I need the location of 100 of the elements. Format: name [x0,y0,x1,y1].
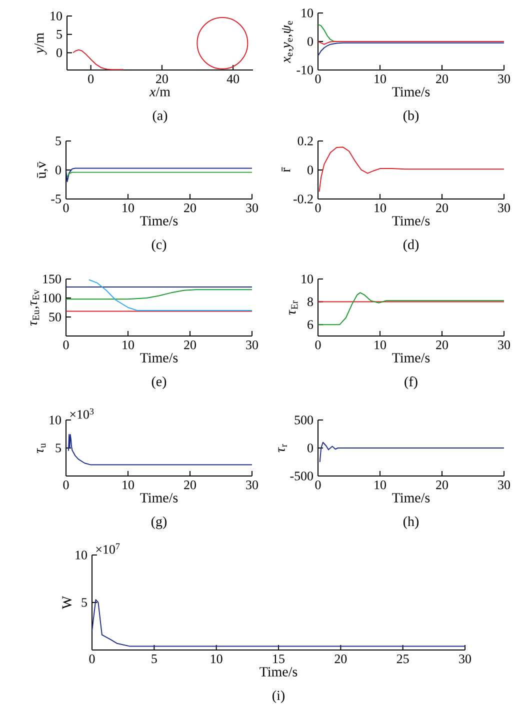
x-tick-label: 10 [122,480,134,490]
y-tick-label: 150 [43,274,61,284]
y-tick-label: 10 [50,416,61,424]
x-tick-label: 10 [374,204,386,212]
y-axis-title: τ$_{Eu}$,τ$_{Ev}$ [30,289,40,326]
x-tick-label: 25 [396,654,409,664]
x-axis-title: Time/s [140,493,178,502]
x-tick-label: 30 [246,340,258,350]
x-tick-label: 20 [184,340,196,350]
x-tick-label: 30 [246,480,258,490]
y-tick-label: 0.2 [298,136,313,146]
x-tick-label: 20 [436,340,448,350]
line-series [92,599,466,647]
y-axis-title: τ$_{r}$ [278,444,287,452]
x-tick-label: 20 [156,74,168,84]
x-tick-label: 0 [63,204,69,212]
x-tick-label: 10 [211,654,222,664]
x-tick-label: 40 [226,74,240,84]
y-axis-title: W [62,596,72,610]
y-tick-label: 5 [56,30,62,39]
y-tick-label: 500 [294,416,313,424]
y-axis-title: y/m [34,32,47,55]
x-tick-label: 0 [88,74,94,84]
x-tick-label: 0 [63,340,69,350]
x-tick-label: 30 [498,74,510,84]
y-tick-label: 8 [308,297,313,306]
x-tick-label: 20 [436,480,448,490]
x-tick-label: 30 [498,340,510,350]
text: ×10$^{7}$ [96,543,120,554]
x-tick-label: 30 [459,654,471,664]
line-series [72,49,124,70]
x-tick-label: 20 [184,204,196,212]
x-axis-title: Time/s [392,493,430,502]
text: ×10$^{3}$ [70,408,94,419]
text: (e) [152,376,166,390]
line-series [66,168,252,182]
y-tick-label: 5 [56,444,61,452]
y-tick-label: 10 [302,274,313,284]
y-tick-label: 10 [50,12,62,20]
x-tick-label: 20 [436,74,448,84]
y-tick-label: 0 [308,444,313,452]
y-tick-label: 100 [43,294,61,302]
text: (i) [272,690,284,704]
x-tick-label: 5 [152,654,157,664]
x-axis-title: Time/s [392,353,430,362]
line-series [319,442,504,462]
x-axis-title: Time/s [260,667,298,676]
x-tick-label: 15 [273,654,284,664]
text: (d) [403,239,419,252]
text: (f) [404,376,418,390]
x-axis-title: Time/s [392,216,430,226]
x-tick-label: 10 [374,74,386,84]
y-axis-title: τ$_{Er}$ [289,300,298,315]
x-tick-label: 10 [122,204,134,212]
text: (b) [403,110,419,124]
x-axis-title: Time/s [392,87,430,96]
y-tick-label: -5 [51,194,61,204]
x-tick-label: 10 [374,480,386,490]
x-tick-label: 0 [89,654,95,664]
x-axis-title: Time/s [140,353,178,362]
x-axis-title: x/m [149,87,170,96]
x-tick-label: 0 [315,340,321,350]
line-series [88,279,252,312]
y-axis-title: r̄ [282,167,290,172]
x-tick-label: 0 [63,480,69,490]
x-tick-label: 20 [436,204,448,212]
y-tick-label: -500 [290,472,313,480]
text: (h) [403,516,419,530]
text: (g) [151,516,167,530]
y-tick-label: 50 [49,312,61,322]
x-tick-label: 10 [122,340,134,350]
line-series [66,289,252,300]
y-axis-title: ū,v̄ [37,161,48,179]
y-tick-label: 6 [308,320,314,329]
x-tick-label: 0 [315,204,321,212]
line-series [318,292,504,326]
y-axis-title: x$_{e}$,y$_{e}$,ψ$_{e}$ [282,20,294,64]
y-tick-label: 0 [308,37,313,46]
line-series [318,146,504,192]
y-tick-label: 10 [302,8,313,18]
x-tick-label: 0 [315,480,321,490]
x-tick-label: 20 [184,480,196,490]
line-series [68,434,252,466]
x-tick-label: 10 [374,340,386,350]
x-tick-label: 30 [246,204,258,212]
y-tick-label: 0 [56,48,62,58]
y-tick-label: 0 [56,166,61,174]
x-tick-label: 30 [498,204,510,212]
x-tick-label: 0 [315,74,321,84]
x-axis-title: Time/s [140,216,178,226]
y-tick-label: 0 [308,166,313,174]
line-series [318,42,504,56]
x-tick-label: 20 [334,654,347,664]
y-tick-label: -0.2 [293,194,313,204]
text: (a) [152,110,168,124]
y-tick-label: 5 [56,136,61,146]
x-tick-label: 30 [498,480,510,490]
text: (c) [152,239,166,252]
y-axis-title: τ$_{u}$ [37,443,46,454]
y-tick-label: -10 [296,66,313,74]
